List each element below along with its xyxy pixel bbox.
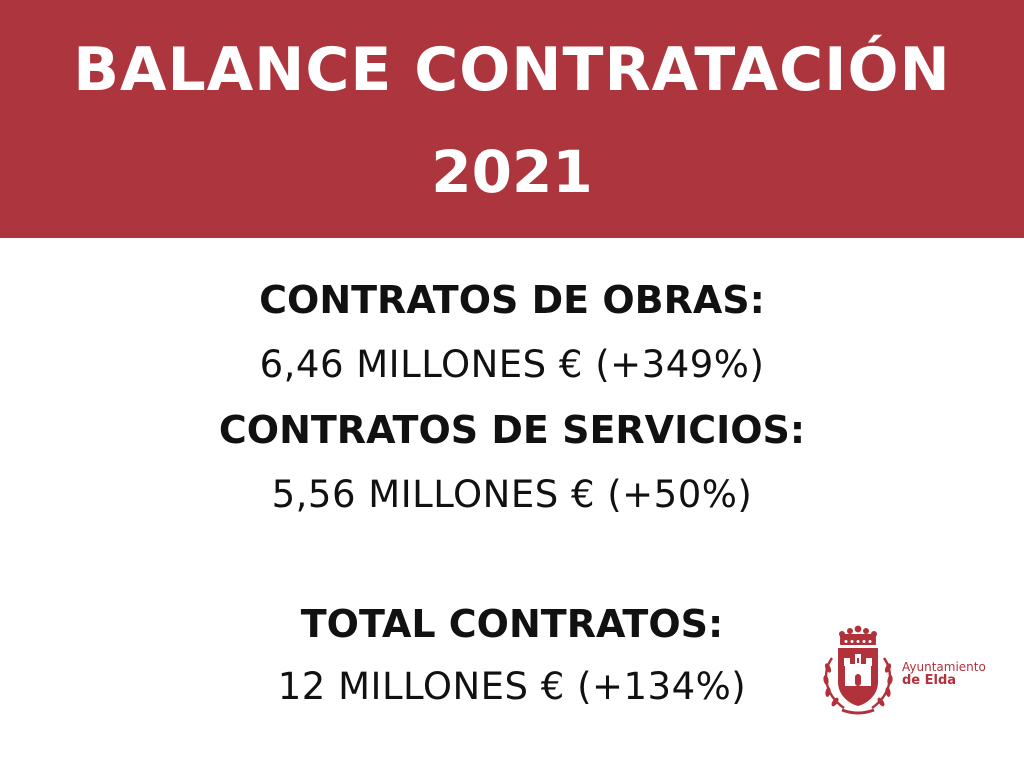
obras-label: CONTRATOS DE OBRAS: <box>259 278 765 322</box>
page-title: BALANCE CONTRATACIÓN <box>73 35 951 105</box>
servicios-value: 5,56 MILLONES € (+50%) <box>271 473 753 516</box>
logo-text-line2: de Elda <box>902 673 957 688</box>
total-value: 12 MILLONES € (+134%) <box>277 665 747 708</box>
coat-of-arms-icon <box>823 625 893 715</box>
page-title-year: 2021 <box>431 138 593 206</box>
logo-text-line1: Ayuntamiento <box>902 660 986 674</box>
servicios-label: CONTRATOS DE SERVICIOS: <box>218 408 806 452</box>
ayuntamiento-logo: Ayuntamiento de Elda <box>818 624 1004 720</box>
total-label: TOTAL CONTRATOS: <box>300 602 724 646</box>
header-banner: BALANCE CONTRATACIÓN 2021 <box>0 0 1024 238</box>
obras-value: 6,46 MILLONES € (+349%) <box>259 343 765 386</box>
